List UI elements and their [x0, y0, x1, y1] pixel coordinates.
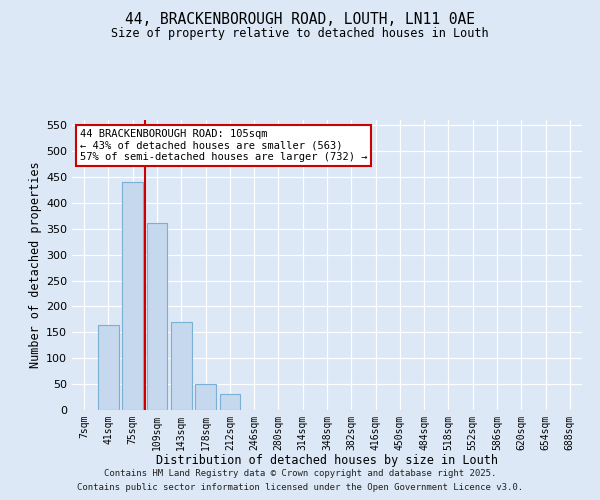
Text: 44 BRACKENBOROUGH ROAD: 105sqm
← 43% of detached houses are smaller (563)
57% of: 44 BRACKENBOROUGH ROAD: 105sqm ← 43% of …	[80, 128, 367, 162]
Text: Contains HM Land Registry data © Crown copyright and database right 2025.: Contains HM Land Registry data © Crown c…	[104, 468, 496, 477]
Bar	[220, 394, 240, 410]
Bar	[98, 324, 119, 410]
Bar	[146, 222, 167, 410]
X-axis label: Distribution of detached houses by size in Louth: Distribution of detached houses by size …	[156, 454, 498, 468]
Y-axis label: Number of detached properties: Number of detached properties	[29, 162, 42, 368]
Text: 44, BRACKENBOROUGH ROAD, LOUTH, LN11 0AE: 44, BRACKENBOROUGH ROAD, LOUTH, LN11 0AE	[125, 12, 475, 28]
Text: Size of property relative to detached houses in Louth: Size of property relative to detached ho…	[111, 28, 489, 40]
Bar	[122, 182, 143, 410]
Text: Contains public sector information licensed under the Open Government Licence v3: Contains public sector information licen…	[77, 484, 523, 492]
Bar	[195, 384, 216, 410]
Bar	[171, 322, 191, 410]
